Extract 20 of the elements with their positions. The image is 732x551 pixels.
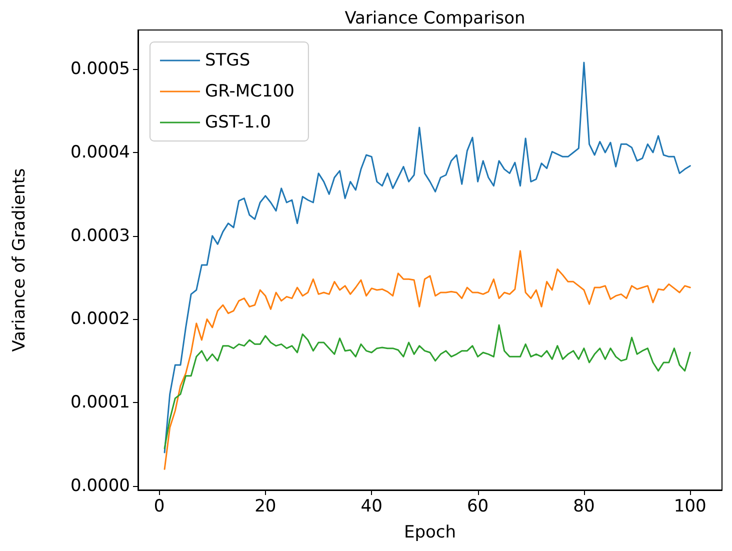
y-tick-label: 0.0003 — [70, 226, 130, 246]
x-tick-label: 0 — [154, 496, 165, 516]
legend-label: GR-MC100 — [205, 82, 294, 102]
x-tick-label: 40 — [360, 496, 382, 516]
legend-label: STGS — [205, 50, 250, 70]
y-axis-title: Variance of Gradients — [10, 168, 30, 352]
x-tick-label: 20 — [254, 496, 276, 516]
y-tick-label: 0.0000 — [70, 476, 130, 496]
x-tick-label: 80 — [573, 496, 595, 516]
y-tick-label: 0.0004 — [70, 142, 130, 162]
chart-title: Variance Comparison — [344, 8, 526, 28]
x-tick-label: 100 — [674, 496, 706, 516]
line-series — [164, 324, 691, 450]
x-axis-title: Epoch — [404, 522, 456, 542]
x-tick-label: 60 — [466, 496, 489, 516]
y-tick-label: 0.0002 — [70, 309, 130, 330]
y-tick-label: 0.0001 — [70, 392, 130, 412]
line-series — [164, 250, 691, 470]
legend-label: GST-1.0 — [205, 112, 271, 132]
y-tick-label: 0.0005 — [70, 59, 130, 80]
